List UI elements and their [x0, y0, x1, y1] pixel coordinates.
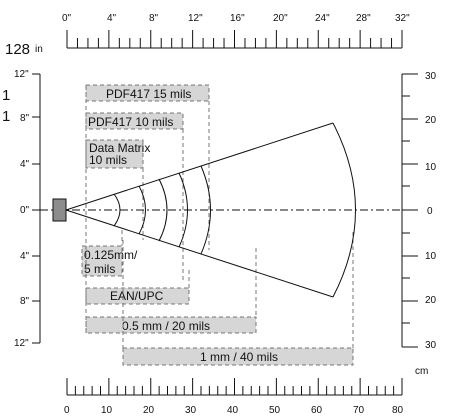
bottom-tick-10: 10 — [101, 405, 113, 416]
beam-arc-5 — [200, 165, 211, 255]
bottom-tick-60: 60 — [311, 405, 323, 416]
top-tick-24: 24" — [315, 13, 330, 24]
right-axis-ticks — [402, 73, 418, 348]
right-label-0: 0 — [427, 206, 433, 217]
bottom-tick-80: 80 — [392, 405, 404, 416]
bar-pdf417-10 — [86, 113, 183, 129]
top-inch-axis: 0" 4" 8" 12" 16" 20" 24" 28" 32" 128 in — [5, 13, 410, 58]
bar-ean-upc-dashed — [85, 287, 190, 305]
range-bars: PDF417 15 mils PDF417 10 mils Data Matri… — [81, 84, 354, 366]
left-label-12-top: 12" — [14, 69, 29, 80]
left-label-0: 0" — [20, 205, 30, 216]
bar-datamatrix — [86, 140, 143, 168]
beam-upper-edge — [65, 122, 334, 211]
bottom-tick-50: 50 — [269, 405, 281, 416]
top-tick-4: 4" — [107, 13, 117, 24]
bar-1mm — [123, 348, 353, 365]
label-datamatrix-line1: Data Matrix — [89, 141, 150, 155]
left-stray-mark-2: 1 — [2, 108, 10, 125]
top-tick-28: 28" — [356, 13, 371, 24]
label-datamatrix-line2: 10 mils — [89, 153, 127, 167]
right-label-20-top: 20 — [425, 115, 437, 126]
bottom-tick-70: 70 — [353, 405, 365, 416]
bar-pdf417-15 — [86, 85, 209, 101]
scanner-head — [52, 198, 67, 222]
right-label-30-top: 30 — [425, 71, 437, 82]
right-label-10-top: 10 — [425, 162, 437, 173]
left-label-12-bottom: 12" — [14, 338, 29, 349]
beam-arc-3 — [158, 178, 168, 242]
right-cm-axis: 30 20 10 0 10 20 30 cm — [401, 71, 437, 377]
right-label-30-bottom: 30 — [425, 340, 437, 351]
bottom-tick-30: 30 — [185, 405, 197, 416]
top-tick-32: 32" — [395, 13, 410, 24]
bar-05mm — [86, 317, 256, 333]
right-axis-unit: cm — [415, 366, 428, 377]
top-tick-0: 0" — [62, 13, 72, 24]
bottom-cm-axis: 0 10 20 30 40 50 60 70 80 — [64, 378, 404, 416]
label-pdf417-10: PDF417 10 mils — [88, 115, 173, 129]
top-tick-16: 16" — [230, 13, 245, 24]
bar-datamatrix-dashed — [85, 139, 144, 169]
top-axis-ticks — [66, 30, 403, 48]
left-label-8-bottom: 8" — [20, 296, 30, 307]
left-stray-mark-1: 1 — [2, 87, 10, 104]
top-tick-8: 8" — [149, 13, 159, 24]
left-label-8-top: 8" — [20, 113, 30, 124]
top-axis-unit: in — [35, 44, 43, 55]
top-tick-20: 20" — [273, 13, 288, 24]
range-guides — [85, 85, 354, 348]
left-label-4-bottom: 4" — [20, 251, 30, 262]
bar-0125mm — [82, 246, 122, 276]
bar-1mm-dashed — [122, 347, 354, 366]
top-tick-12: 12" — [188, 13, 203, 24]
label-05mm: 0.5 mm / 20 mils — [122, 319, 210, 333]
bottom-tick-40: 40 — [227, 405, 239, 416]
label-ean-upc: EAN/UPC — [110, 289, 164, 303]
beam-lower-edge — [65, 209, 334, 298]
label-1mm: 1 mm / 40 mils — [200, 350, 278, 364]
top-axis-left-marker: 128 — [5, 41, 30, 58]
right-label-20-bottom: 20 — [425, 295, 437, 306]
label-0125mm-line1: 0.125mm/ — [84, 248, 138, 262]
label-pdf417-15: PDF417 15 mils — [106, 87, 191, 101]
left-label-4-top: 4" — [20, 159, 30, 170]
bottom-tick-20: 20 — [143, 405, 155, 416]
bottom-axis-ticks — [66, 378, 403, 395]
label-0125mm-line2: 5 mils — [84, 262, 115, 276]
bar-ean-upc — [86, 288, 189, 304]
bottom-tick-0: 0 — [64, 405, 70, 416]
right-label-10-bottom: 10 — [425, 251, 437, 262]
left-inch-axis: 12" 8" 4" 0" 4" 8" 12" 1 1 — [2, 69, 41, 349]
beam-arc-2 — [138, 185, 146, 235]
